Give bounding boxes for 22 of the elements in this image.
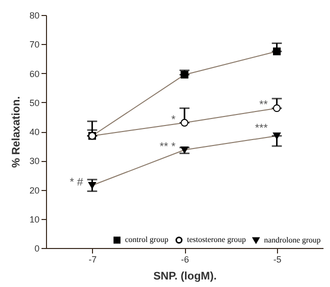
y-tick-label: 20 — [29, 185, 40, 196]
y-tick-label: 70 — [29, 40, 40, 50]
y-tick-label: 80 — [29, 10, 40, 20]
annotation: ** — [259, 99, 269, 112]
annotation: *** — [254, 122, 269, 134]
y-tick-label: 40 — [29, 127, 40, 137]
annotation: * # — [70, 176, 84, 188]
legend-label: testosterone group — [187, 235, 246, 244]
x-tick-label: -7 — [88, 254, 97, 264]
x-tick-label: -6 — [180, 254, 190, 264]
y-tick-label: 60 — [29, 68, 40, 79]
x-tick-label: -5 — [273, 254, 282, 264]
y-axis-title: % Relaxation. — [10, 96, 22, 168]
y-tick-label: 0 — [34, 244, 40, 254]
annotation: ** * — [160, 140, 176, 153]
legend-label: control group — [125, 235, 168, 244]
x-axis-title: SNP. (logM). — [153, 270, 217, 282]
annotation: * — [171, 114, 176, 126]
y-tick-label: 10 — [29, 214, 40, 224]
y-tick-label: 30 — [29, 156, 40, 166]
y-tick-label: 50 — [29, 98, 40, 108]
legend-label: nandrolone group — [264, 235, 321, 244]
